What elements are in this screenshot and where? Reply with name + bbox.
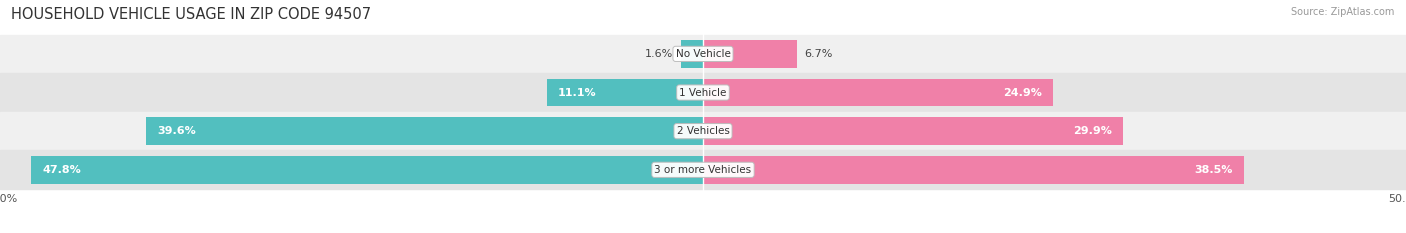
Bar <box>0 151 1406 189</box>
Text: HOUSEHOLD VEHICLE USAGE IN ZIP CODE 94507: HOUSEHOLD VEHICLE USAGE IN ZIP CODE 9450… <box>11 7 371 22</box>
Bar <box>146 117 703 145</box>
Text: 24.9%: 24.9% <box>1002 88 1042 98</box>
Bar <box>547 79 703 106</box>
Text: 47.8%: 47.8% <box>42 165 82 175</box>
Text: 11.1%: 11.1% <box>558 88 596 98</box>
Text: 1 Vehicle: 1 Vehicle <box>679 88 727 98</box>
Bar <box>703 117 1123 145</box>
Text: 6.7%: 6.7% <box>804 49 832 59</box>
Text: No Vehicle: No Vehicle <box>675 49 731 59</box>
Bar <box>681 40 703 68</box>
Text: Source: ZipAtlas.com: Source: ZipAtlas.com <box>1291 7 1395 17</box>
Text: 3 or more Vehicles: 3 or more Vehicles <box>654 165 752 175</box>
Bar <box>703 156 1244 184</box>
Text: 2 Vehicles: 2 Vehicles <box>676 126 730 136</box>
Bar <box>703 40 797 68</box>
Bar <box>31 156 703 184</box>
Text: 1.6%: 1.6% <box>645 49 673 59</box>
Bar <box>0 34 1406 73</box>
Bar <box>0 73 1406 112</box>
Text: 38.5%: 38.5% <box>1195 165 1233 175</box>
Bar <box>0 112 1406 151</box>
Bar <box>703 79 1053 106</box>
Text: 29.9%: 29.9% <box>1073 126 1112 136</box>
Text: 39.6%: 39.6% <box>157 126 197 136</box>
